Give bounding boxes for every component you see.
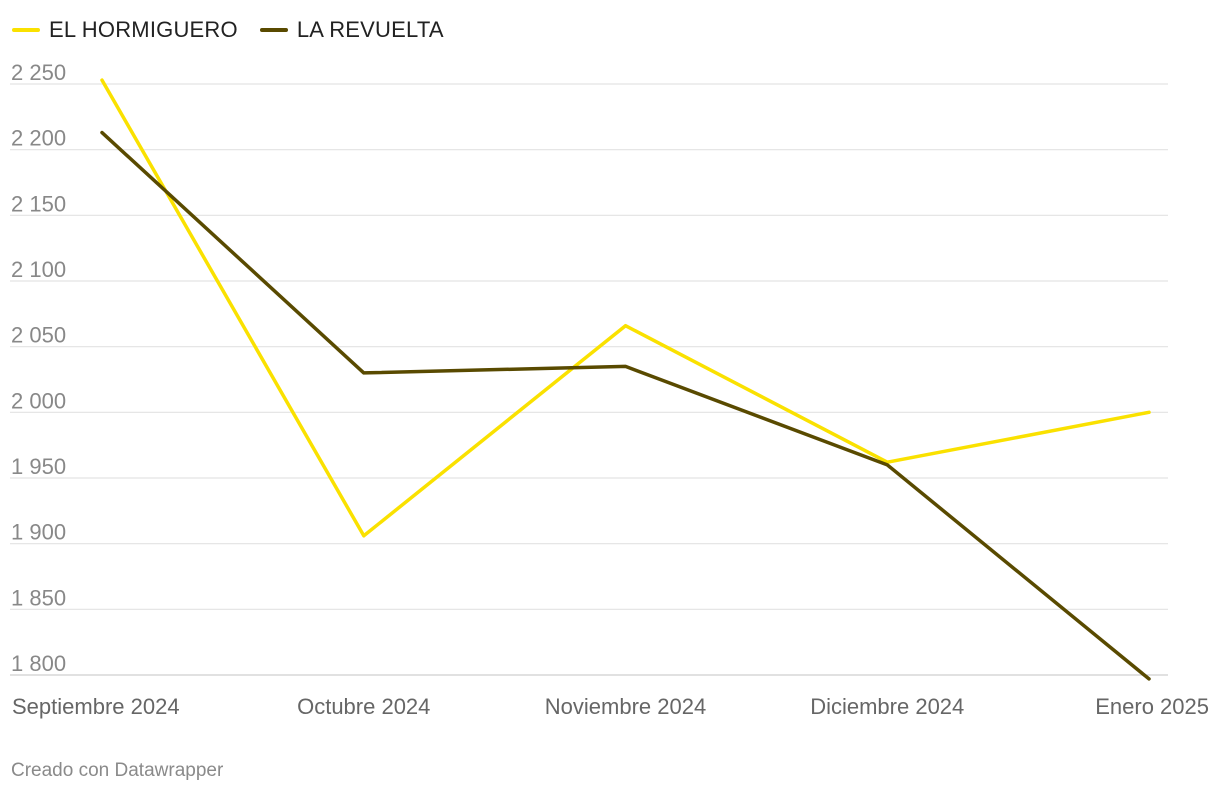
y-tick-label: 2 100 [11, 257, 66, 282]
x-tick-label: Enero 2025 [1095, 694, 1209, 719]
y-tick-label: 2 250 [11, 60, 66, 85]
y-tick-label: 1 950 [11, 454, 66, 479]
x-tick-label: Octubre 2024 [297, 694, 430, 719]
y-axis-ticks: 1 800 1 850 1 900 1 950 2 000 2 050 2 100 2 150… [11, 60, 66, 676]
gridlines [10, 83, 1168, 676]
x-tick-label: Septiembre 2024 [12, 694, 180, 719]
legend-label-el-hormiguero: EL HORMIGUERO [49, 17, 238, 42]
legend-swatch-la-revuelta [259, 28, 288, 32]
series-lines [100, 78, 1151, 681]
legend-item-la-revuelta: LA REVUELTA [259, 17, 444, 43]
y-tick-label: 1 900 [11, 520, 66, 545]
y-tick-label: 1 850 [11, 585, 66, 610]
legend-item-el-hormiguero: EL HORMIGUERO [12, 17, 238, 43]
y-tick-label: 2 200 [11, 126, 66, 151]
y-tick-label: 2 050 [11, 323, 66, 348]
y-tick-label: 1 800 [11, 651, 66, 676]
y-tick-label: 2 150 [11, 191, 66, 216]
x-tick-label: Noviembre 2024 [545, 694, 706, 719]
y-tick-label: 2 000 [11, 388, 66, 413]
footer-credit: Creado con Datawrapper [11, 760, 224, 781]
x-axis-ticks: Septiembre 2024 Octubre 2024 Noviembre 202… [12, 694, 1209, 719]
legend-swatch-el-hormiguero [12, 28, 40, 32]
series-line-0 [100, 78, 1151, 538]
series-line-1 [100, 130, 1151, 681]
legend-label-la-revuelta: LA REVUELTA [296, 17, 444, 42]
legend: EL HORMIGUERO LA REVUELTA [12, 16, 444, 44]
x-tick-label: Diciembre 2024 [810, 694, 964, 719]
